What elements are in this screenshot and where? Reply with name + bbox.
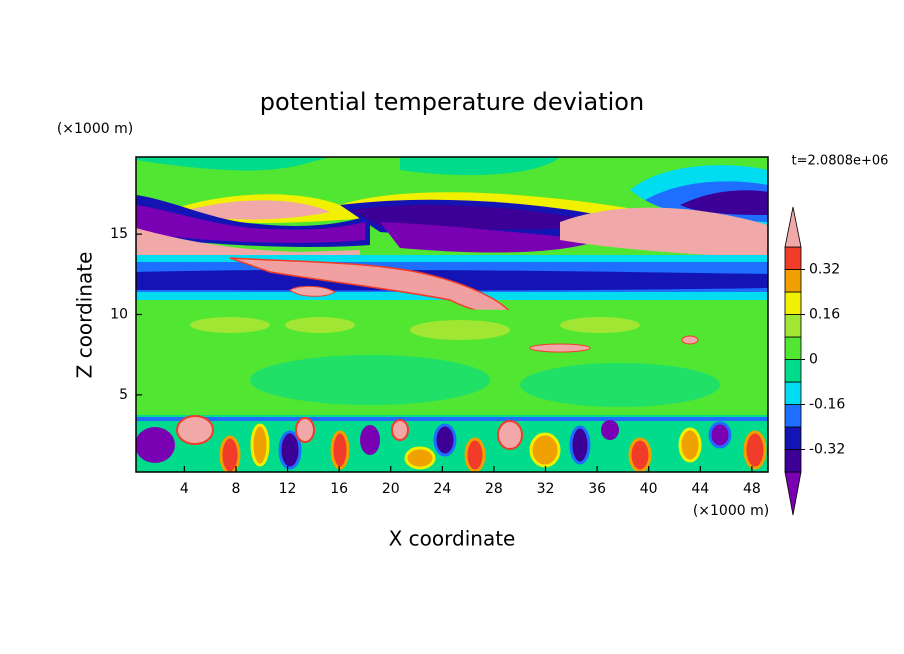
x-axis-label: X coordinate bbox=[389, 527, 516, 551]
y-unit: (×1000 m) bbox=[57, 121, 133, 137]
time-label: t=2.0808e+06 bbox=[792, 154, 889, 169]
y-tick-label: 5 bbox=[119, 387, 128, 403]
x-tick-label: 44 bbox=[691, 481, 709, 497]
x-tick-label: 36 bbox=[588, 481, 606, 497]
contour-field bbox=[136, 157, 768, 472]
colorbar-box bbox=[784, 314, 802, 338]
colorbar-box bbox=[784, 291, 802, 315]
colorbar-box bbox=[784, 426, 802, 450]
y-axis-label: Z coordinate bbox=[73, 252, 97, 379]
x-tick-label: 24 bbox=[433, 481, 451, 497]
x-tick-label: 40 bbox=[640, 481, 658, 497]
x-unit: (×1000 m) bbox=[693, 503, 769, 519]
colorbar-label: 0.32 bbox=[809, 262, 840, 278]
colorbar-box bbox=[784, 381, 802, 405]
x-tick-label: 16 bbox=[330, 481, 348, 497]
colorbar-box bbox=[784, 269, 802, 293]
colorbar-box bbox=[784, 359, 802, 383]
x-tick-label: 28 bbox=[485, 481, 503, 497]
colorbar-label: -0.32 bbox=[809, 442, 845, 458]
colorbar-triangle bbox=[784, 206, 802, 248]
colorbar-label: 0.16 bbox=[809, 307, 840, 323]
colorbar-label: 0 bbox=[809, 352, 818, 368]
colorbar-label: -0.16 bbox=[809, 397, 845, 413]
colorbar-box bbox=[784, 449, 802, 473]
x-tick-label: 4 bbox=[180, 481, 189, 497]
colorbar-triangle bbox=[784, 471, 802, 516]
colorbar-box bbox=[784, 404, 802, 428]
x-tick-label: 12 bbox=[279, 481, 297, 497]
x-tick-label: 32 bbox=[537, 481, 555, 497]
colorbar-box bbox=[784, 246, 802, 270]
y-tick-label: 10 bbox=[110, 307, 128, 323]
y-tick-label: 15 bbox=[110, 226, 128, 242]
chart-title: potential temperature deviation bbox=[260, 88, 644, 116]
x-tick-label: 48 bbox=[743, 481, 761, 497]
colorbar-box bbox=[784, 336, 802, 360]
x-tick-label: 20 bbox=[382, 481, 400, 497]
x-tick-label: 8 bbox=[231, 481, 240, 497]
